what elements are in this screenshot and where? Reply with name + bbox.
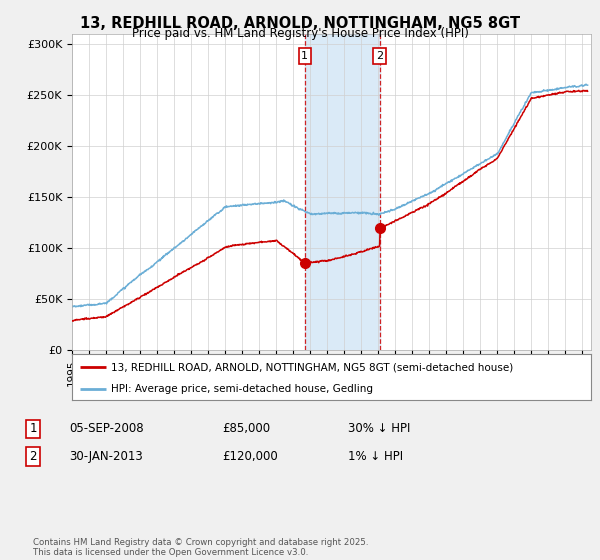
Text: 13, REDHILL ROAD, ARNOLD, NOTTINGHAM, NG5 8GT (semi-detached house): 13, REDHILL ROAD, ARNOLD, NOTTINGHAM, NG… bbox=[111, 362, 513, 372]
Text: £120,000: £120,000 bbox=[222, 450, 278, 463]
Text: Price paid vs. HM Land Registry's House Price Index (HPI): Price paid vs. HM Land Registry's House … bbox=[131, 27, 469, 40]
Text: 05-SEP-2008: 05-SEP-2008 bbox=[69, 422, 143, 436]
Text: 1: 1 bbox=[301, 51, 308, 60]
Text: 30-JAN-2013: 30-JAN-2013 bbox=[69, 450, 143, 463]
Text: 1% ↓ HPI: 1% ↓ HPI bbox=[348, 450, 403, 463]
Text: Contains HM Land Registry data © Crown copyright and database right 2025.
This d: Contains HM Land Registry data © Crown c… bbox=[33, 538, 368, 557]
Text: £85,000: £85,000 bbox=[222, 422, 270, 436]
Text: 1: 1 bbox=[29, 422, 37, 436]
Text: 2: 2 bbox=[376, 51, 383, 60]
Text: 2: 2 bbox=[29, 450, 37, 463]
Text: 13, REDHILL ROAD, ARNOLD, NOTTINGHAM, NG5 8GT: 13, REDHILL ROAD, ARNOLD, NOTTINGHAM, NG… bbox=[80, 16, 520, 31]
Text: HPI: Average price, semi-detached house, Gedling: HPI: Average price, semi-detached house,… bbox=[111, 384, 373, 394]
Bar bbox=[305, 34, 380, 350]
Text: 30% ↓ HPI: 30% ↓ HPI bbox=[348, 422, 410, 436]
